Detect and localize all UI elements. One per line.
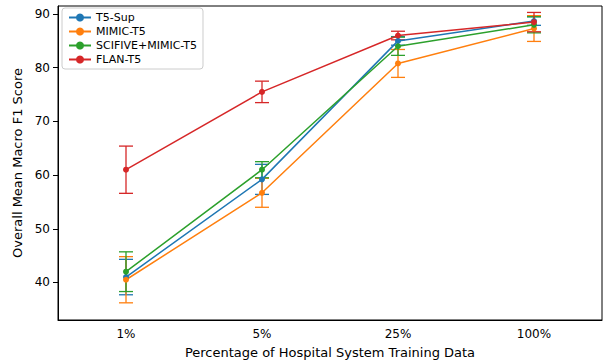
svg-text:90: 90 [35, 7, 50, 21]
svg-text:5%: 5% [252, 327, 271, 341]
svg-text:Percentage of Hospital System: Percentage of Hospital System Training D… [185, 345, 475, 360]
svg-text:MIMIC-T5: MIMIC-T5 [96, 25, 146, 38]
svg-text:70: 70 [35, 114, 50, 128]
svg-text:80: 80 [35, 61, 50, 75]
svg-text:100%: 100% [517, 327, 551, 341]
svg-text:Overall Mean Macro F1 Score: Overall Mean Macro F1 Score [10, 68, 25, 258]
svg-text:25%: 25% [385, 327, 412, 341]
svg-text:50: 50 [35, 222, 50, 236]
svg-text:FLAN-T5: FLAN-T5 [96, 53, 141, 66]
svg-text:SCIFIVE+MIMIC-T5: SCIFIVE+MIMIC-T5 [96, 39, 197, 52]
svg-text:1%: 1% [116, 327, 135, 341]
svg-text:T5-Sup: T5-Sup [95, 11, 135, 24]
svg-text:40: 40 [35, 275, 50, 289]
svg-text:60: 60 [35, 168, 50, 182]
